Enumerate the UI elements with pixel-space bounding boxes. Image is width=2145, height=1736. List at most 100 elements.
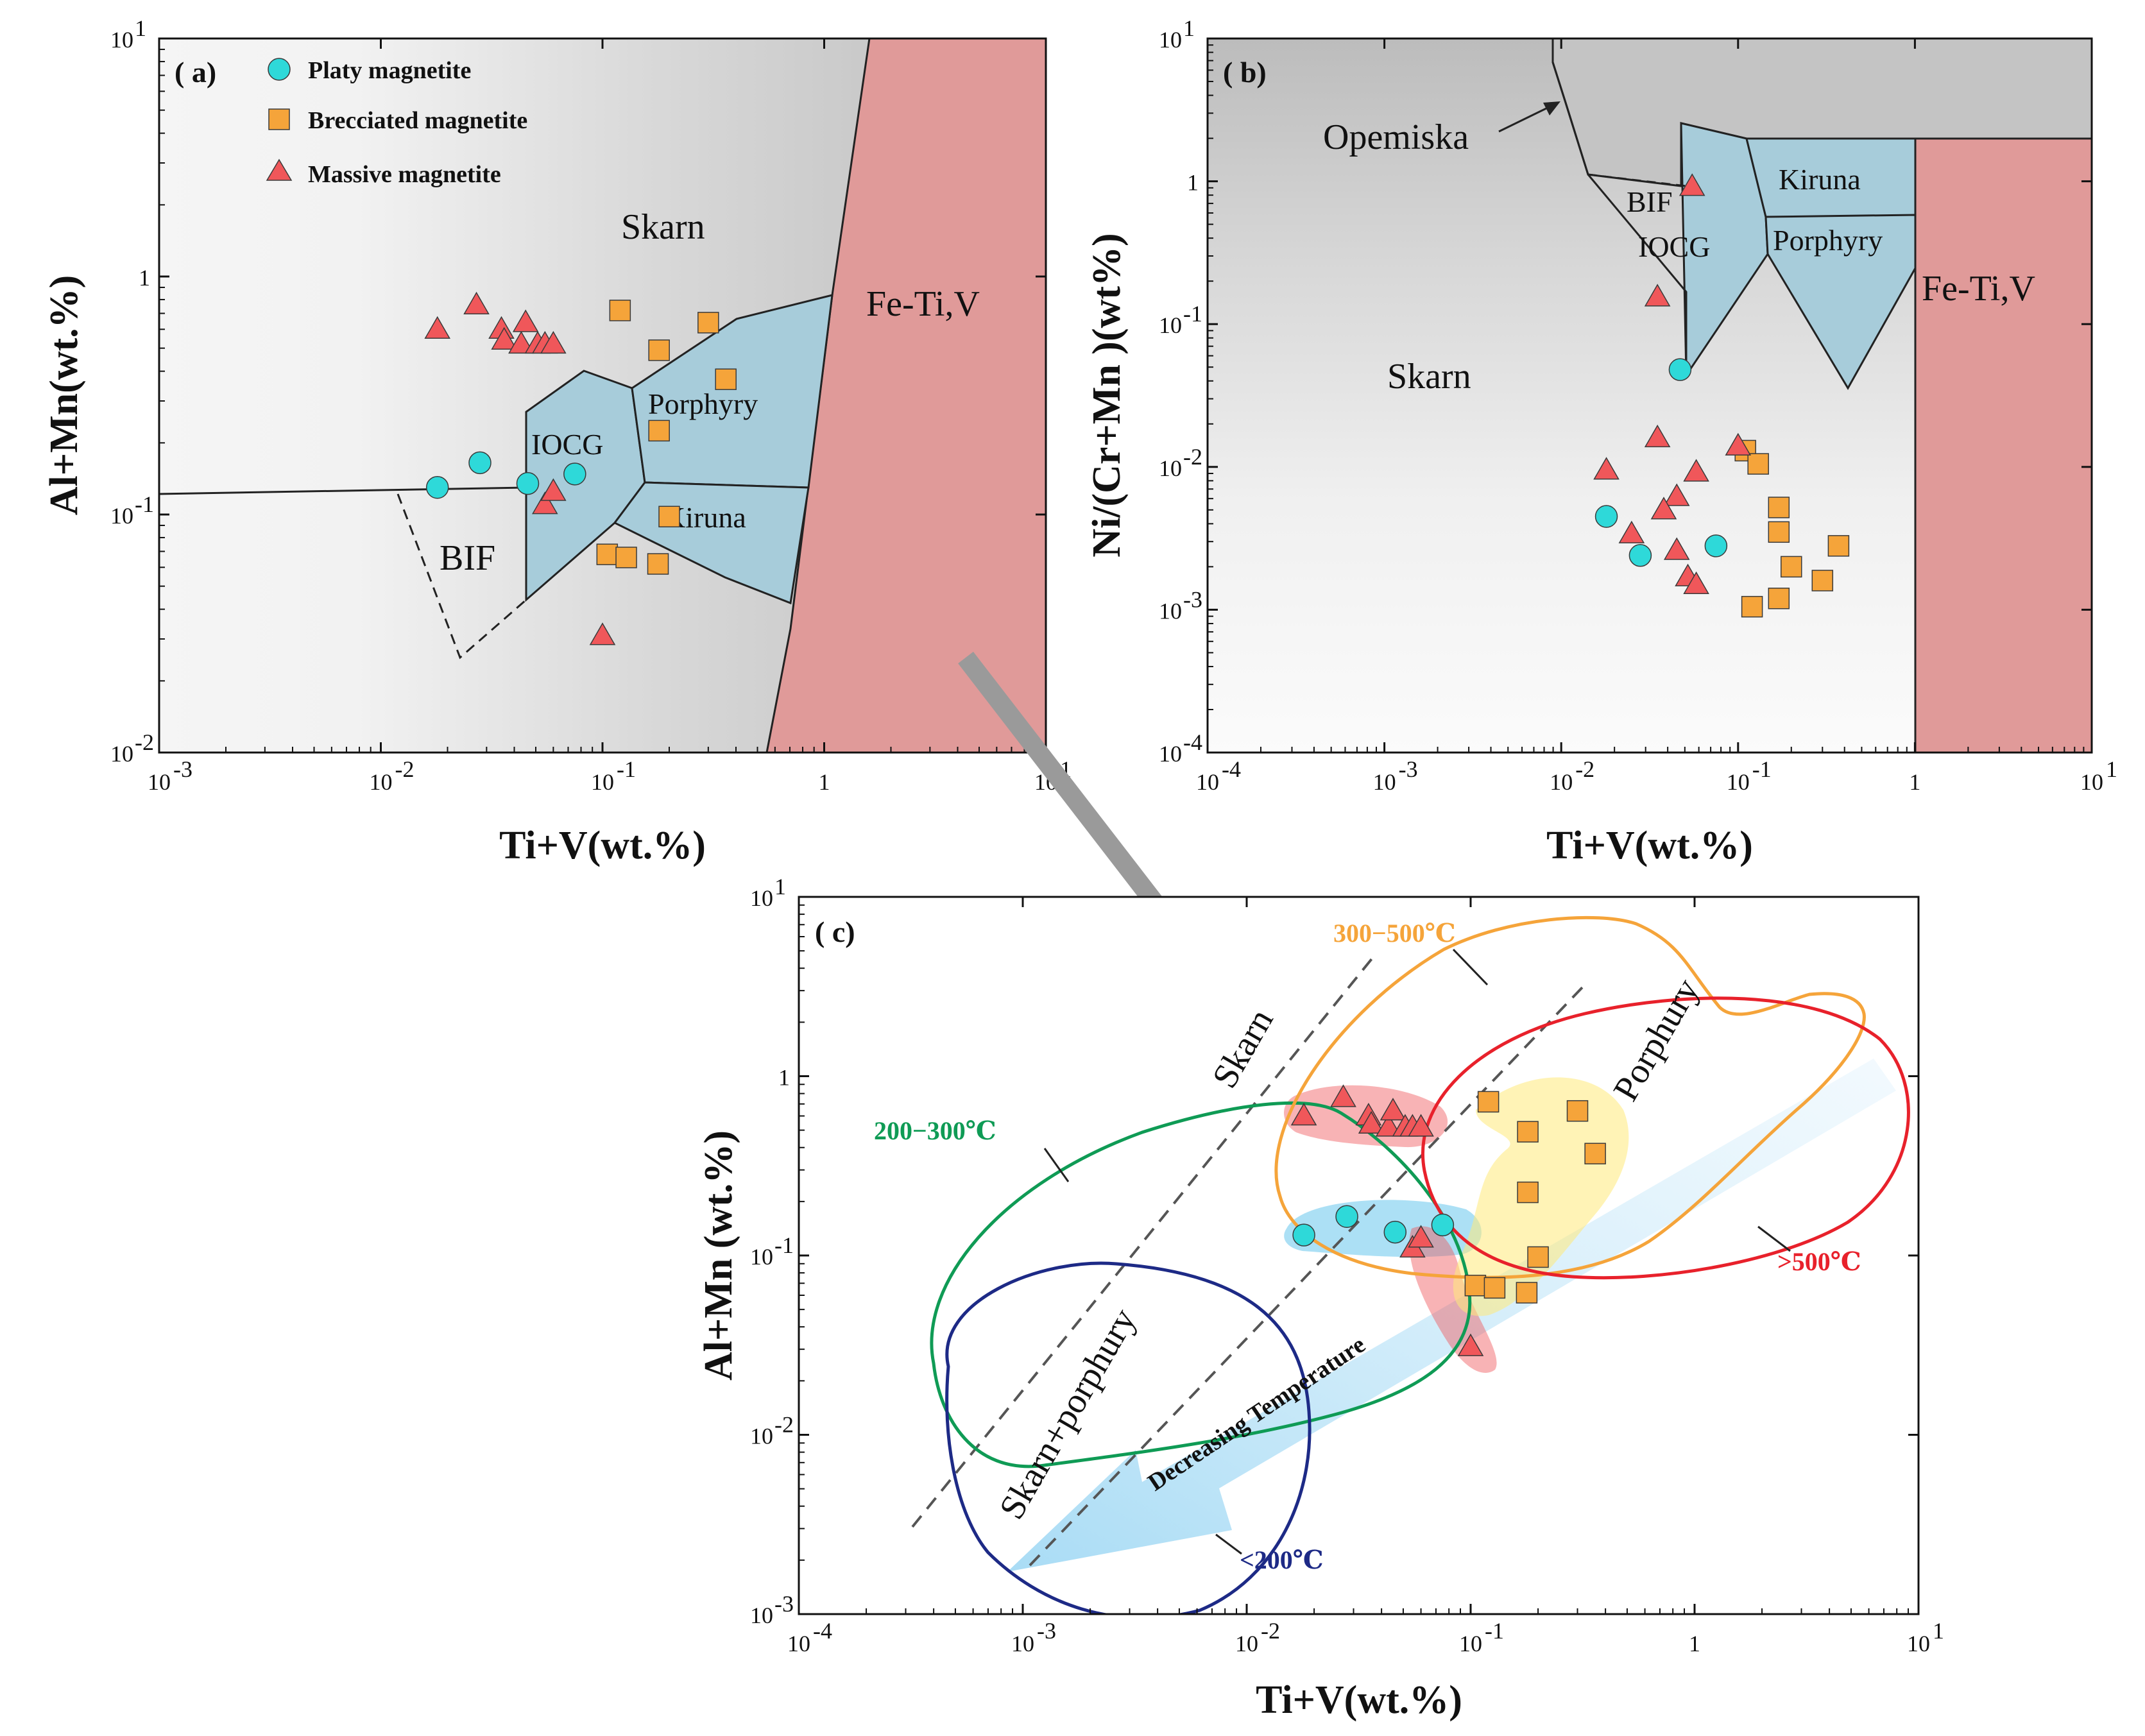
y-tick-label: 10 (110, 503, 133, 529)
label-500-leader (1757, 1225, 1791, 1252)
panel-a-skarn-boundary (159, 486, 527, 495)
y-tick-label: 1 (1187, 170, 1199, 196)
panel-c-label: ( c) (815, 915, 855, 948)
panel-b-fetiv-field (1914, 137, 2092, 753)
legend-massive-marker (266, 158, 293, 181)
y-tick-label: 10 (1159, 598, 1182, 624)
platy-magnetite-point (425, 475, 449, 499)
massive-magnetite-point (1593, 457, 1619, 480)
panel-c: 200−300℃ 300−500℃ >500℃ <200℃ Skarn Porp… (697, 874, 1944, 1722)
legend-brecciated-marker (268, 108, 290, 130)
x-tick-exponent: -2 (395, 756, 414, 782)
x-tick-label: 10 (370, 769, 393, 795)
y-tick-label: 10 (750, 1603, 773, 1628)
label-200-300: 200−300℃ (874, 1116, 996, 1145)
x-tick-exponent: -1 (1752, 756, 1772, 782)
panel-b-ylabel: Ni/(Cr+Mn )(wt%) (1085, 233, 1129, 557)
panel-b-label: ( b) (1223, 56, 1267, 89)
brecciated-magnetite-point (1827, 535, 1850, 557)
panel-c-dashed-line-1 (911, 956, 1374, 1528)
brecciated-magnetite-point (1811, 570, 1834, 591)
platy-magnetite-point (516, 472, 540, 495)
y-tick-label: 10 (1159, 312, 1182, 338)
panel-b-points (1593, 173, 1850, 618)
brecciated-magnetite-point (648, 420, 670, 442)
panel-a-label: ( a) (175, 56, 216, 89)
panel-b-opemiska-label: Opemiska (1323, 117, 1469, 157)
y-tick-exponent: -4 (1183, 729, 1202, 755)
massive-magnetite-point (1618, 520, 1645, 543)
massive-magnetite-point (1408, 1225, 1434, 1248)
x-tick-label: 10 (1373, 769, 1396, 795)
platy-magnetite-point (1431, 1213, 1455, 1237)
y-tick-exponent: -3 (1183, 586, 1202, 612)
brecciated-magnetite-point (648, 339, 670, 361)
y-tick-label: 10 (750, 1244, 773, 1270)
brecciated-magnetite-point (1781, 556, 1802, 578)
x-tick-exponent: -3 (1399, 756, 1418, 782)
panel-a-fetiv-label: Fe-Ti,V (866, 284, 980, 324)
panel-c-points (1290, 1084, 1606, 1356)
brecciated-magnetite-point (1517, 1181, 1539, 1204)
panel-b-iocg-label: IOCG (1638, 230, 1710, 263)
y-tick-exponent: -2 (774, 1412, 794, 1438)
y-tick-label: 10 (750, 1424, 773, 1449)
brecciated-magnetite-point (1741, 595, 1763, 618)
massive-magnetite-point (1330, 1084, 1356, 1107)
brecciated-magnetite-point (596, 543, 619, 565)
panel-b-bif-label: BIF (1627, 185, 1673, 218)
massive-magnetite-point (540, 330, 567, 354)
massive-magnetite-point (512, 309, 539, 332)
x-tick-exponent: -3 (173, 756, 192, 782)
x-tick-exponent: -3 (1037, 1618, 1056, 1644)
x-tick-label: 10 (1235, 1631, 1258, 1656)
panel-b-opemiska-pointer (1498, 105, 1552, 133)
x-tick-label: 1 (1909, 769, 1920, 795)
brecciated-magnetite-point (1768, 497, 1790, 518)
massive-magnetite-point (1679, 173, 1705, 196)
massive-magnetite-point (424, 316, 450, 339)
brecciated-magnetite-point (1768, 588, 1790, 609)
massive-magnetite-point (1644, 284, 1671, 307)
brecciated-magnetite-point (615, 547, 637, 568)
platy-blob (1284, 1200, 1482, 1257)
panel-a-iocg-label: IOCG (531, 428, 603, 461)
decreasing-temperature-arrow (1007, 1059, 1896, 1572)
x-tick-exponent: 1 (1933, 1618, 1944, 1644)
massive-magnetite-point (1644, 424, 1671, 448)
x-tick-label: 1 (819, 769, 830, 795)
y-tick-label: 10 (750, 885, 773, 911)
legend-massive-label: Massive magnetite (308, 161, 501, 188)
brecciated-magnetite-point (1566, 1100, 1589, 1122)
x-tick-exponent: -2 (1261, 1618, 1280, 1644)
y-tick-exponent: -2 (1183, 444, 1202, 470)
y-tick-label: 10 (1159, 27, 1182, 53)
brecciated-magnetite-point (1483, 1277, 1506, 1299)
panel-b: Opemiska Kiruna BIF IOCG Porphyry Skarn … (1085, 15, 2117, 867)
label-300-500: 300−500℃ (1333, 919, 1456, 948)
brecciated-magnetite-point (1464, 1275, 1487, 1297)
y-tick-exponent: 1 (1183, 15, 1195, 41)
brecciated-magnetite-point (1768, 521, 1790, 543)
brecciated-magnetite-point (609, 300, 631, 321)
label-200-300-leader (1043, 1148, 1070, 1182)
brecciated-magnetite-point (647, 553, 669, 575)
x-tick-exponent: -1 (617, 756, 636, 782)
panel-a-points (424, 291, 737, 645)
panel-b-xlabel: Ti+V(wt.%) (1546, 824, 1753, 867)
x-tick-label: 10 (1550, 769, 1573, 795)
x-tick-label: 10 (591, 769, 614, 795)
panel-a-ylabel: Al+Mn(wt.%) (42, 275, 86, 516)
platy-magnetite-point (1335, 1205, 1358, 1228)
x-tick-exponent: -4 (1222, 756, 1241, 782)
massive-magnetite-point (1380, 1098, 1406, 1121)
massive-magnetite-point (531, 491, 558, 515)
brecciated-magnetite-point (1477, 1091, 1500, 1113)
y-tick-label: 1 (778, 1065, 790, 1091)
y-tick-label: 10 (1159, 741, 1182, 767)
legend-platy-marker (268, 58, 291, 81)
platy-magnetite-point (1383, 1220, 1407, 1244)
